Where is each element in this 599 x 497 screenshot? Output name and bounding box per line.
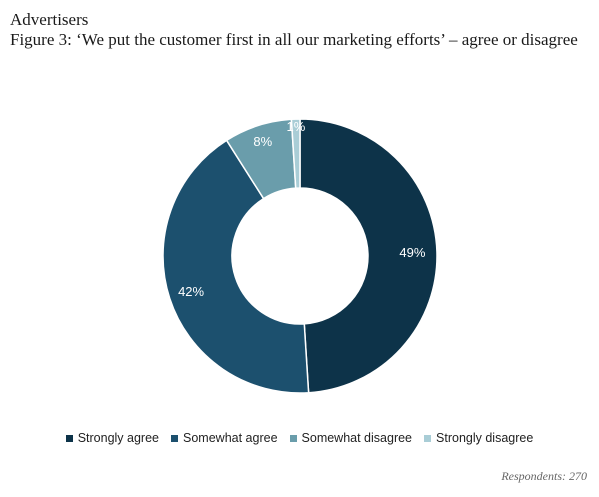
legend-label: Somewhat agree: [183, 431, 278, 445]
legend-swatch: [424, 434, 432, 442]
legend-item: Somewhat agree: [171, 431, 278, 445]
section-title: Advertisers: [10, 10, 89, 29]
legend-item: Strongly agree: [65, 431, 160, 445]
legend-label: Somewhat disagree: [301, 431, 413, 445]
data-label: 1%: [287, 119, 306, 134]
data-label: 8%: [253, 134, 272, 149]
legend-label: Strongly disagree: [436, 431, 534, 445]
slice-strongly-disagree: [290, 118, 301, 189]
legend-swatch: [289, 434, 297, 442]
legend-swatch: [65, 434, 73, 442]
slice-somewhat-agree: [162, 139, 310, 394]
respondents-note: Respondents: 270: [501, 469, 587, 483]
data-label: 49%: [399, 245, 425, 260]
legend-swatch: [171, 434, 179, 442]
data-label: 42%: [178, 284, 204, 299]
chart-header: Advertisers Figure 3: ‘We put the custom…: [10, 10, 590, 50]
chart-legend: Strongly agree Somewhat agree Somewhat dis…: [0, 431, 599, 445]
legend-label: Strongly agree: [77, 431, 160, 445]
legend-item: Somewhat disagree: [289, 431, 413, 445]
slice-strongly-agree: [299, 118, 438, 394]
legend-item: Strongly disagree: [424, 431, 533, 445]
chart-title: Figure 3: ‘We put the customer first in …: [10, 30, 578, 49]
